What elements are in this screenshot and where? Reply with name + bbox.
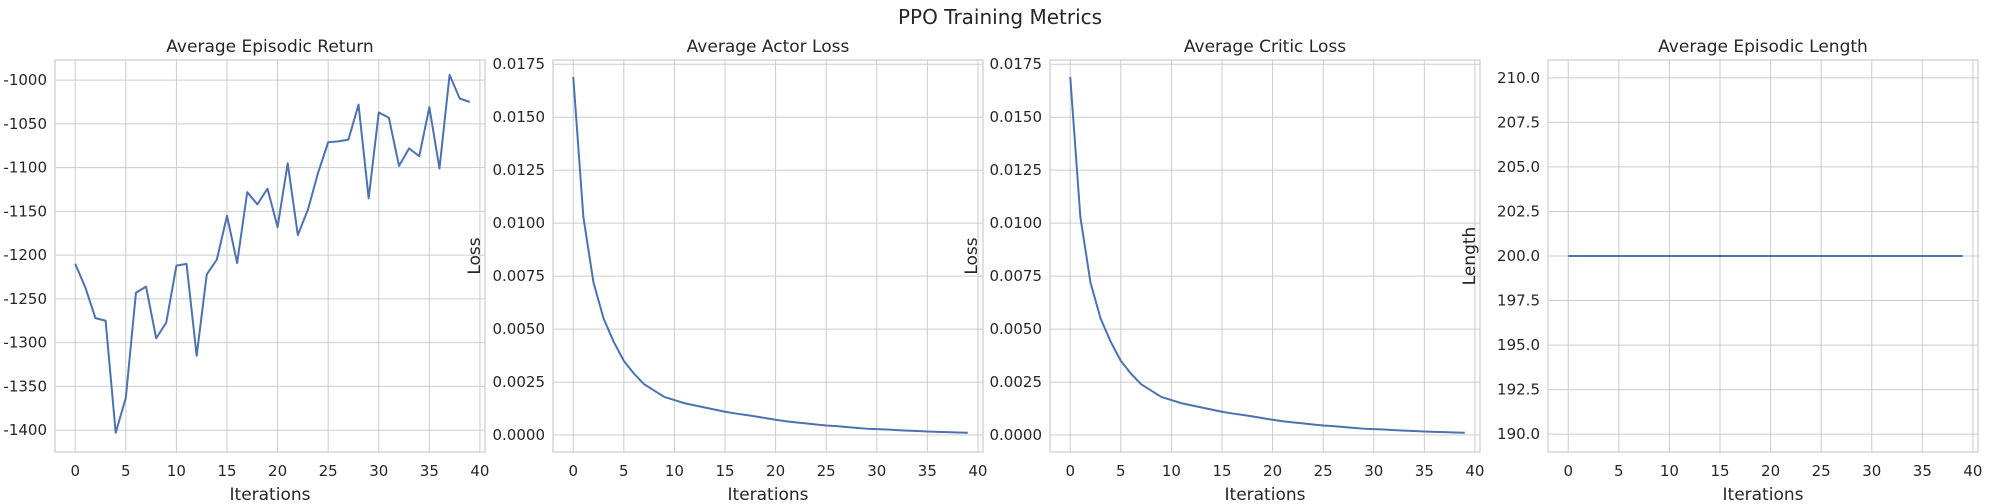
- x-tick-label: 35: [1913, 462, 1932, 480]
- x-tick-label: 5: [1116, 462, 1126, 480]
- series-line: [1069, 76, 1465, 434]
- axes-frame: [1547, 59, 1979, 453]
- chart-2: 0 5 10 15 20 25 30 35 400.00000.00250.00500.0075…: [465, 37, 987, 504]
- x-axis-label: Iterations: [1723, 485, 1804, 500]
- chart-title: Average Actor Loss: [687, 37, 850, 57]
- x-tick-label: 0: [568, 462, 578, 480]
- x-tick-label: 20: [766, 462, 785, 480]
- y-tick-label: 207.5: [1497, 113, 1540, 131]
- x-tick-label: 0: [70, 462, 80, 480]
- y-tick-label: 190.0: [1497, 425, 1540, 443]
- chart-title: Average Episodic Length: [1658, 37, 1868, 57]
- x-tick-label: 35: [420, 462, 439, 480]
- x-tick-label: 40: [1963, 462, 1982, 480]
- x-tick-label: 30: [369, 462, 388, 480]
- x-tick-label: 10: [1162, 462, 1181, 480]
- axes-frame: [54, 59, 486, 453]
- y-tick-label: 0.0025: [990, 373, 1043, 391]
- y-tick-label: 0.0075: [990, 267, 1043, 285]
- y-tick-label: 0.0050: [990, 320, 1043, 338]
- x-axis-label: Iterations: [1225, 485, 1306, 500]
- x-tick-label: 40: [1465, 462, 1484, 480]
- y-tick-label: 0.0175: [990, 55, 1043, 73]
- x-tick-label: 0: [1065, 462, 1075, 480]
- x-tick-label: 30: [867, 462, 886, 480]
- x-tick-label: 15: [1710, 462, 1729, 480]
- y-tick-label: -1100: [3, 159, 47, 177]
- y-tick-label: -1150: [3, 202, 47, 220]
- x-tick-label: 35: [1415, 462, 1434, 480]
- y-tick-label: 192.5: [1497, 381, 1540, 399]
- x-tick-label: 30: [1862, 462, 1881, 480]
- y-axis-label: Loss: [962, 237, 982, 274]
- y-tick-label: 205.0: [1497, 158, 1540, 176]
- x-tick-label: 40: [470, 462, 489, 480]
- chart-1: 0 5 10 15 20 25 30 35 40 -1400 -1350 -1300 -1250 -120…: [3, 37, 489, 504]
- y-tick-label: 0.0025: [493, 373, 546, 391]
- x-tick-label: 25: [1314, 462, 1333, 480]
- x-tick-label: 10: [1660, 462, 1679, 480]
- x-tick-label: 20: [1263, 462, 1282, 480]
- y-tick-label: -1350: [3, 377, 47, 395]
- x-tick-label: 20: [268, 462, 287, 480]
- x-tick-label: 25: [817, 462, 836, 480]
- x-tick-label: 20: [1761, 462, 1780, 480]
- figure-title: PPO Training Metrics: [897, 5, 1103, 29]
- x-tick-label: 5: [619, 462, 629, 480]
- y-axis-label: Loss: [465, 237, 485, 274]
- x-tick-label: 15: [1212, 462, 1231, 480]
- y-tick-label: -1300: [3, 334, 47, 352]
- series-line: [74, 73, 471, 434]
- x-tick-label: 5: [1614, 462, 1624, 480]
- axes-frame: [1049, 59, 1481, 453]
- y-tick-label: 0.0175: [493, 55, 546, 73]
- y-tick-label: 197.5: [1497, 292, 1540, 310]
- y-tick-label: 0.0125: [493, 161, 546, 179]
- y-tick-label: -1400: [3, 421, 47, 439]
- chart-3: 0 5 10 15 20 25 30 35 400.00000.00250.00500.0075…: [962, 37, 1484, 504]
- y-tick-label: 200.0: [1497, 247, 1540, 265]
- x-tick-label: 30: [1364, 462, 1383, 480]
- y-tick-label: 0.0000: [990, 426, 1043, 444]
- x-tick-label: 5: [121, 462, 131, 480]
- y-tick-label: 0.0125: [990, 161, 1043, 179]
- axes-frame: [552, 59, 984, 453]
- y-tick-label: -1050: [3, 115, 47, 133]
- chart-title: Average Critic Loss: [1184, 37, 1346, 57]
- chart-title: Average Episodic Return: [166, 37, 373, 57]
- y-tick-label: -1000: [3, 71, 47, 89]
- y-tick-label: 0.0150: [493, 108, 546, 126]
- y-tick-label: 195.0: [1497, 336, 1540, 354]
- x-tick-label: 10: [167, 462, 186, 480]
- y-tick-label: 0.0100: [493, 214, 546, 232]
- x-tick-label: 15: [217, 462, 236, 480]
- y-tick-label: 0.0075: [493, 267, 546, 285]
- chart-4: 0 5 10 15 20 25 30 35 40 190.0 192.5 195.0 197.5 200.…: [1460, 37, 1982, 504]
- x-tick-label: 40: [968, 462, 987, 480]
- series-line: [572, 76, 968, 434]
- y-axis-label: Length: [1460, 227, 1480, 286]
- y-tick-label: 0.0150: [990, 108, 1043, 126]
- x-tick-label: 25: [1812, 462, 1831, 480]
- x-axis-label: Iterations: [230, 485, 311, 500]
- y-tick-label: 0.0100: [990, 214, 1043, 232]
- y-tick-label: 202.5: [1497, 202, 1540, 220]
- y-tick-label: -1200: [3, 246, 47, 264]
- x-axis-label: Iterations: [728, 485, 809, 500]
- y-tick-label: 0.0050: [493, 320, 546, 338]
- x-tick-label: 0: [1563, 462, 1573, 480]
- y-tick-label: -1250: [3, 290, 47, 308]
- x-tick-label: 35: [918, 462, 937, 480]
- x-tick-label: 25: [319, 462, 338, 480]
- y-tick-label: 210.0: [1497, 69, 1540, 87]
- y-tick-label: 0.0000: [493, 426, 546, 444]
- x-tick-label: 10: [665, 462, 684, 480]
- x-tick-label: 15: [715, 462, 734, 480]
